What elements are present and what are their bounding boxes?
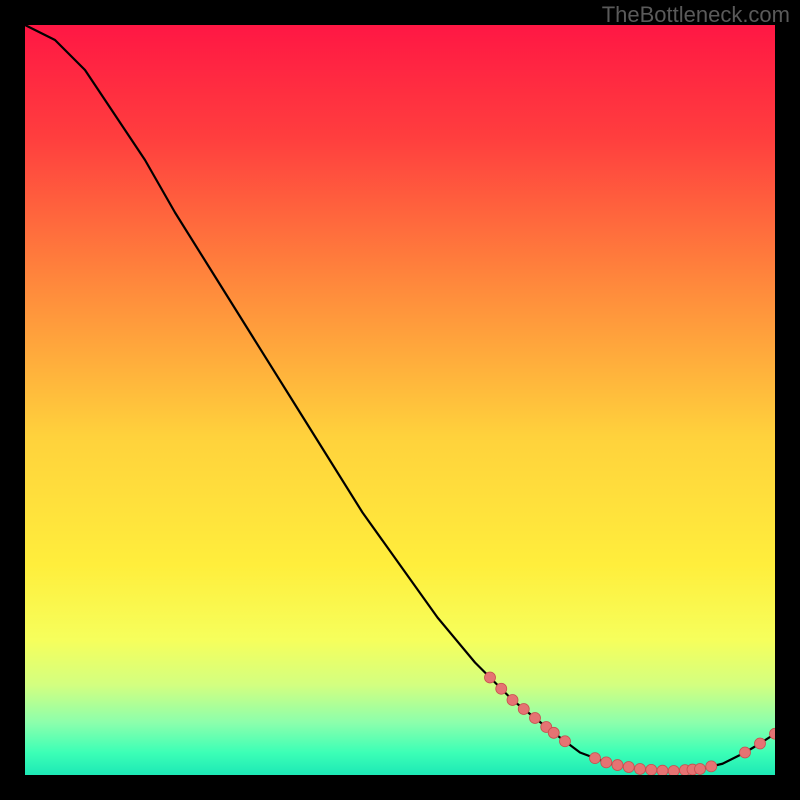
data-point-marker <box>496 683 507 694</box>
bottleneck-curve-chart <box>25 25 775 775</box>
chart-container <box>25 25 775 775</box>
data-point-marker <box>601 757 612 768</box>
data-point-marker <box>507 695 518 706</box>
data-point-marker <box>548 727 559 738</box>
watermark-text: TheBottleneck.com <box>602 2 790 28</box>
data-point-marker <box>485 672 496 683</box>
data-point-marker <box>518 704 529 715</box>
data-point-marker <box>755 738 766 749</box>
data-point-marker <box>612 760 623 771</box>
data-point-marker <box>560 736 571 747</box>
data-point-marker <box>530 713 541 724</box>
data-point-marker <box>635 764 646 775</box>
data-point-marker <box>706 761 717 772</box>
data-point-marker <box>740 747 751 758</box>
gradient-background <box>25 25 775 775</box>
data-point-marker <box>668 765 679 775</box>
data-point-marker <box>623 762 634 773</box>
data-point-marker <box>657 765 668 775</box>
data-point-marker <box>695 764 706 775</box>
data-point-marker <box>646 764 657 775</box>
data-point-marker <box>590 753 601 764</box>
